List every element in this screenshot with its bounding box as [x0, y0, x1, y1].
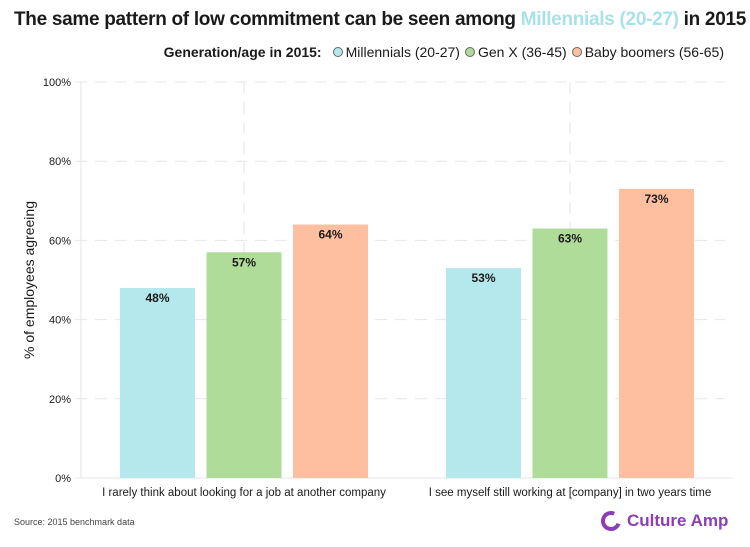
legend-swatch-icon: [571, 47, 582, 57]
y-tick-label: 40%: [49, 315, 71, 327]
bar: [532, 228, 608, 478]
chart-title-prefix: The same pattern of low commitment can b…: [14, 9, 521, 30]
culture-amp-logo: Culture Amp: [600, 510, 728, 532]
y-tick-label: 0%: [55, 473, 71, 485]
bar: [619, 188, 694, 479]
bars: 48% 57% 64% 53% 63% 73%: [120, 188, 694, 479]
chart-title-suffix: in 2015: [678, 9, 747, 30]
bar: [206, 252, 282, 478]
bar-value-label: 53%: [471, 271, 495, 285]
y-axis-ticks: 0% 20% 40% 60% 80% 100%: [43, 77, 71, 485]
x-tick-label: I see myself still working at [company] …: [429, 487, 712, 499]
legend-item-baby-boomers: Baby boomers (56-65): [571, 44, 724, 60]
y-tick-label: 60%: [49, 235, 71, 247]
legend-item-genx: Gen X (36-45): [464, 44, 567, 60]
bar-value-label: 63%: [558, 232, 582, 246]
legend-label: Gen X (36-45): [477, 44, 567, 60]
legend: Generation/age in 2015: Millennials (20-…: [164, 44, 724, 60]
bar-value-label: 73%: [644, 192, 668, 206]
x-axis-labels: I rarely think about looking for a job a…: [102, 487, 711, 499]
bar: [120, 287, 195, 478]
chart-title: The same pattern of low commitment can b…: [14, 9, 746, 31]
bar-value-label: 57%: [232, 255, 256, 269]
bar: [446, 268, 521, 478]
bar-value-label: 48%: [145, 291, 169, 305]
y-axis-label: % of employees agreeing: [21, 201, 37, 359]
legend-swatch-icon: [464, 47, 475, 57]
logo-text: Culture Amp: [627, 511, 729, 530]
bar-value-label: 64%: [318, 228, 342, 242]
y-tick-label: 80%: [49, 156, 71, 168]
culture-amp-logo-icon: [601, 511, 621, 531]
y-tick-label: 20%: [49, 394, 71, 406]
chart-title-highlight: Millennials (20-27): [520, 9, 679, 30]
bar: [293, 224, 368, 478]
legend-label: Millennials (20-27): [345, 44, 460, 60]
legend-swatch-icon: [332, 47, 343, 57]
legend-title: Generation/age in 2015:: [163, 44, 322, 60]
legend-label: Baby boomers (56-65): [584, 44, 724, 60]
y-tick-label: 100%: [43, 77, 71, 89]
x-tick-label: I rarely think about looking for a job a…: [102, 487, 386, 499]
source-note: Source: 2015 benchmark data: [14, 517, 135, 527]
legend-item-millennials: Millennials (20-27): [332, 44, 460, 60]
